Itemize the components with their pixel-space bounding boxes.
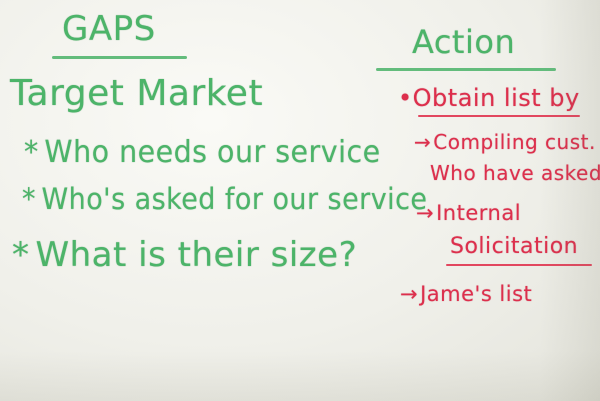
gap-item-3-text: What is their size? [35,235,358,275]
action-main: •Obtain list by [398,84,580,112]
arrow-right-icon: → [400,282,419,306]
action-step-1-line-2: Who have asked [430,161,600,185]
board-shadow-right [540,0,600,401]
action-step-2-line-1: →Internal [416,201,522,225]
board-shadow-bottom [0,351,600,401]
action-main-underline [418,115,580,117]
gap-item-1: * Who needs our service [24,138,381,168]
gaps-heading: GAPS [62,9,156,49]
action-step-3: →Jame's list [400,282,533,306]
gap-item-1-text: Who needs our service [44,135,381,170]
gap-item-2: * Who's asked for our service [22,185,427,214]
star-bullet-icon: * [12,235,30,275]
star-bullet-icon: * [22,182,36,216]
gap-item-2-text: Who's asked for our service [41,182,428,216]
action-underline [376,68,556,71]
gaps-underline [52,56,187,59]
target-market-subheading: Target Market [10,73,264,114]
gap-item-3: * What is their size? [12,238,357,272]
action-step-1-line-1: → Compiling cust. [414,130,596,154]
action-heading: Action [412,23,516,61]
star-bullet-icon: * [24,135,39,170]
action-step-2-underline [446,264,592,266]
action-step-2-line-2: Solicitation [450,234,579,259]
arrow-right-icon: → [414,130,432,154]
arrow-right-icon: → [416,201,435,225]
